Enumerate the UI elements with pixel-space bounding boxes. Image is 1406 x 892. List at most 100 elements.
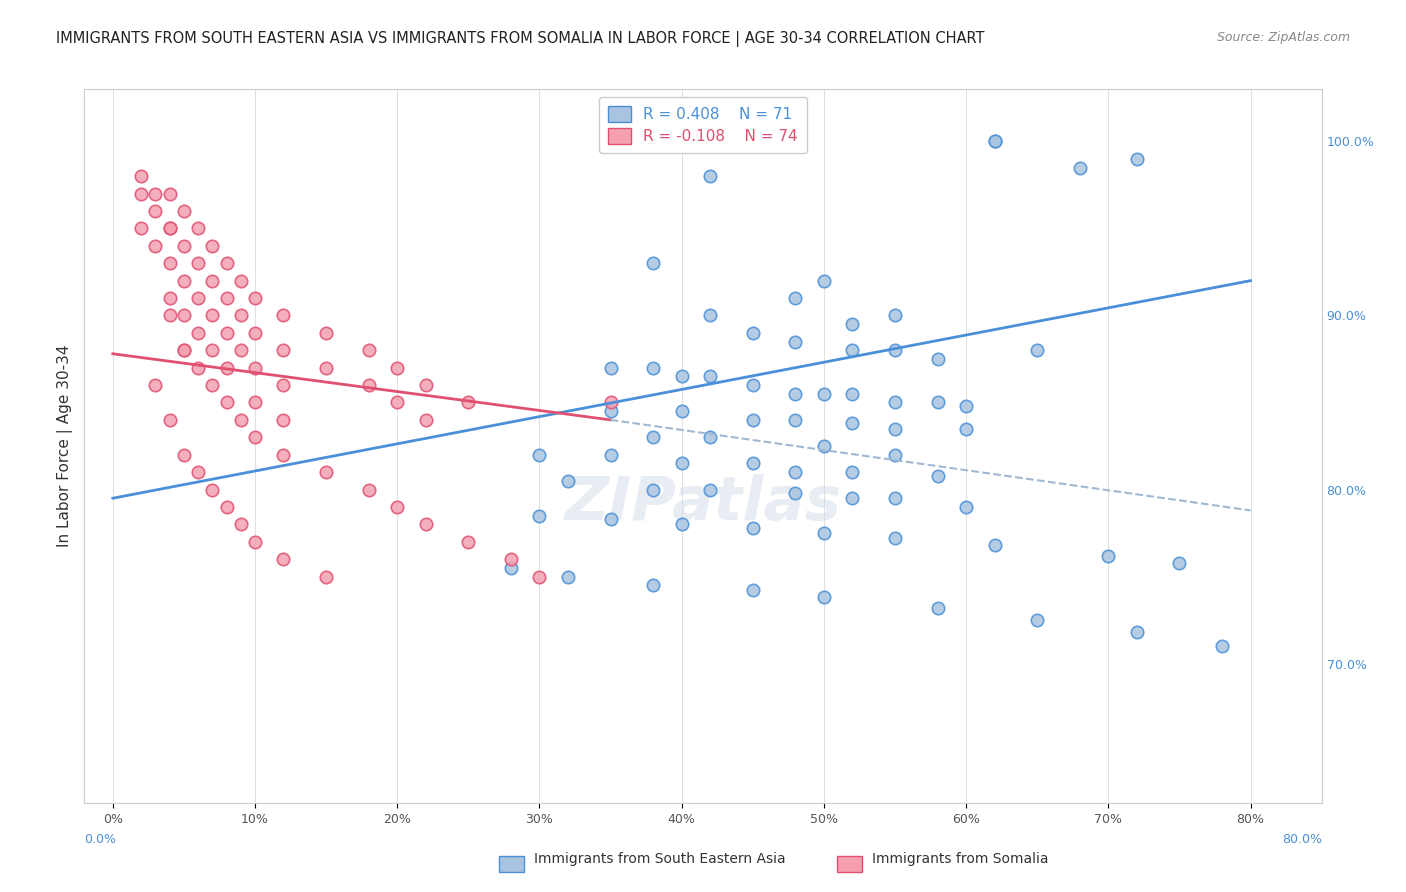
Point — [201, 483, 224, 497]
Point — [785, 413, 807, 427]
Point — [129, 221, 152, 235]
Point — [813, 274, 835, 288]
Point — [145, 239, 167, 253]
Point — [671, 517, 693, 532]
Point — [357, 483, 380, 497]
Point — [243, 360, 266, 375]
Point — [643, 430, 665, 444]
Point — [884, 343, 907, 358]
Point — [884, 421, 907, 435]
Text: Immigrants from South Eastern Asia: Immigrants from South Eastern Asia — [534, 853, 786, 866]
Point — [215, 291, 238, 305]
Point — [741, 378, 763, 392]
Point — [201, 309, 224, 323]
Point — [145, 378, 167, 392]
Point — [173, 343, 195, 358]
Point — [529, 448, 551, 462]
Point — [813, 526, 835, 541]
Point — [315, 569, 337, 583]
Point — [173, 448, 195, 462]
Point — [415, 413, 437, 427]
Text: 80.0%: 80.0% — [1282, 833, 1322, 846]
Point — [643, 483, 665, 497]
Point — [643, 578, 665, 592]
Point — [983, 135, 1005, 149]
Point — [671, 404, 693, 418]
Text: Source: ZipAtlas.com: Source: ZipAtlas.com — [1216, 31, 1350, 45]
Point — [841, 491, 863, 506]
Point — [499, 561, 522, 575]
Text: ZIPatlas: ZIPatlas — [564, 474, 842, 533]
Point — [785, 386, 807, 401]
Point — [173, 274, 195, 288]
Point — [159, 291, 181, 305]
Point — [841, 386, 863, 401]
Point — [315, 360, 337, 375]
Point — [129, 186, 152, 201]
Point — [145, 204, 167, 219]
Point — [643, 360, 665, 375]
Point — [387, 500, 409, 514]
Point — [187, 465, 209, 479]
Point — [229, 309, 252, 323]
Point — [273, 343, 295, 358]
Y-axis label: In Labor Force | Age 30-34: In Labor Force | Age 30-34 — [58, 344, 73, 548]
Point — [643, 256, 665, 270]
Point — [841, 317, 863, 331]
Point — [884, 531, 907, 545]
Point — [159, 256, 181, 270]
Point — [557, 474, 579, 488]
Point — [955, 500, 977, 514]
Point — [927, 468, 949, 483]
Point — [201, 378, 224, 392]
Point — [785, 334, 807, 349]
Point — [1126, 152, 1149, 166]
Point — [159, 221, 181, 235]
Point — [927, 351, 949, 366]
Point — [741, 413, 763, 427]
Point — [243, 395, 266, 409]
Point — [699, 369, 721, 384]
Point — [599, 448, 621, 462]
Point — [273, 552, 295, 566]
Point — [273, 309, 295, 323]
Point — [215, 326, 238, 340]
Point — [243, 534, 266, 549]
Point — [243, 430, 266, 444]
Point — [173, 204, 195, 219]
Point — [785, 486, 807, 500]
Point — [699, 483, 721, 497]
Point — [599, 512, 621, 526]
Point — [955, 421, 977, 435]
Point — [1069, 161, 1091, 175]
Point — [187, 291, 209, 305]
Point — [201, 239, 224, 253]
Point — [927, 600, 949, 615]
Point — [173, 343, 195, 358]
Point — [415, 517, 437, 532]
Point — [215, 360, 238, 375]
Point — [884, 491, 907, 506]
Point — [599, 360, 621, 375]
Text: 0.0%: 0.0% — [84, 833, 117, 846]
Point — [187, 326, 209, 340]
Point — [741, 457, 763, 471]
Point — [159, 309, 181, 323]
Point — [187, 256, 209, 270]
Point — [529, 569, 551, 583]
Point — [699, 309, 721, 323]
Point — [983, 538, 1005, 552]
Point — [813, 591, 835, 605]
Text: Immigrants from Somalia: Immigrants from Somalia — [872, 853, 1049, 866]
Point — [315, 465, 337, 479]
Point — [741, 583, 763, 598]
Point — [357, 343, 380, 358]
Point — [387, 360, 409, 375]
Point — [841, 465, 863, 479]
Point — [243, 291, 266, 305]
Point — [229, 517, 252, 532]
Point — [1126, 625, 1149, 640]
Point — [159, 413, 181, 427]
Point — [741, 326, 763, 340]
Point — [884, 309, 907, 323]
